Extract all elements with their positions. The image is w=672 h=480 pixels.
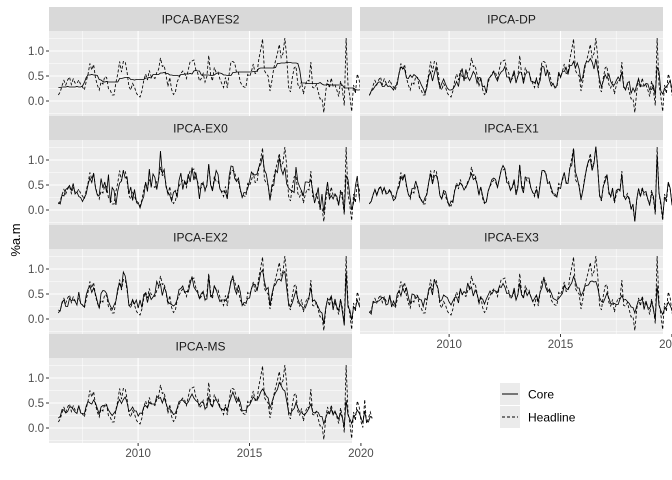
panel-strip (360, 116, 663, 140)
y-tick-label: 0.5 (28, 398, 44, 410)
y-tick-label: 0.0 (28, 423, 44, 435)
y-tick-label: 0.0 (28, 314, 44, 326)
series-line-core (368, 57, 672, 96)
panel-ipca-dp: IPCA-DP (360, 7, 672, 116)
y-tick-label: 0.5 (28, 180, 44, 192)
x-tick-label: 2020 (659, 339, 672, 351)
x-tick-label: 2015 (237, 448, 263, 460)
panel-strip (49, 116, 352, 140)
x-tick-label: 2015 (548, 339, 574, 351)
panel-title: IPCA-BAYES2 (162, 13, 240, 27)
panel-strip (360, 225, 663, 249)
panel-strip (49, 7, 352, 31)
series-line-core (369, 146, 672, 222)
panel-background (360, 140, 663, 225)
panel-strip (49, 334, 352, 358)
panel-background (360, 31, 663, 116)
panel-title: IPCA-EX0 (173, 122, 228, 136)
y-tick-label: 0.5 (28, 289, 44, 301)
panel-background (49, 140, 352, 225)
series-line-core (369, 275, 672, 320)
y-tick-label: 0.0 (28, 96, 44, 108)
panel-title: IPCA-EX2 (173, 231, 228, 245)
x-tick-label: 2020 (348, 448, 374, 460)
panel-ipca-ms: IPCA-MS 0.0 0.5 1.0 2010 2015 2020 (28, 334, 374, 460)
panel-background (49, 249, 352, 334)
panel-ipca-ex3: IPCA-EX3 2010 2015 2020 (360, 225, 672, 351)
series-line-core (58, 381, 373, 428)
series-line-core (58, 268, 373, 326)
legend-label-core: Core (528, 388, 554, 402)
y-tick-label: 1.0 (28, 264, 44, 276)
panel-ipca-ex0: IPCA-EX0 0.0 0.5 1.0 (28, 116, 373, 225)
panel-ipca-ex1: IPCA-EX1 (360, 116, 672, 225)
panel-title: IPCA-EX3 (484, 231, 539, 245)
panel-ipca-bayes2: IPCA-BAYES2 0.0 0.5 1.0 (28, 7, 380, 116)
legend: Core Headline (500, 383, 576, 428)
panel-title: IPCA-MS (175, 340, 225, 354)
x-tick-label: 2010 (436, 339, 462, 351)
y-axis-label: %a.m (8, 223, 23, 256)
y-tick-label: 1.0 (28, 373, 44, 385)
panel-ipca-ex2: IPCA-EX2 0.0 0.5 1.0 (28, 225, 373, 334)
panel-strip (49, 225, 352, 249)
panel-background (49, 358, 352, 443)
panel-background (360, 249, 663, 334)
y-tick-label: 0.0 (28, 205, 44, 217)
legend-label-headline: Headline (528, 411, 576, 425)
series-line-headline (57, 364, 373, 440)
panel-title: IPCA-DP (487, 13, 536, 27)
series-line-core (58, 62, 380, 91)
series-line-headline (57, 37, 373, 113)
series-line-headline (368, 37, 672, 113)
series-line-core (58, 150, 373, 214)
x-tick-label: 2010 (125, 448, 151, 460)
y-tick-label: 1.0 (28, 155, 44, 167)
y-tick-label: 0.5 (28, 71, 44, 83)
panel-title: IPCA-EX1 (484, 122, 539, 136)
panel-strip (360, 7, 663, 31)
series-line-headline (368, 255, 672, 331)
y-tick-label: 1.0 (28, 46, 44, 58)
